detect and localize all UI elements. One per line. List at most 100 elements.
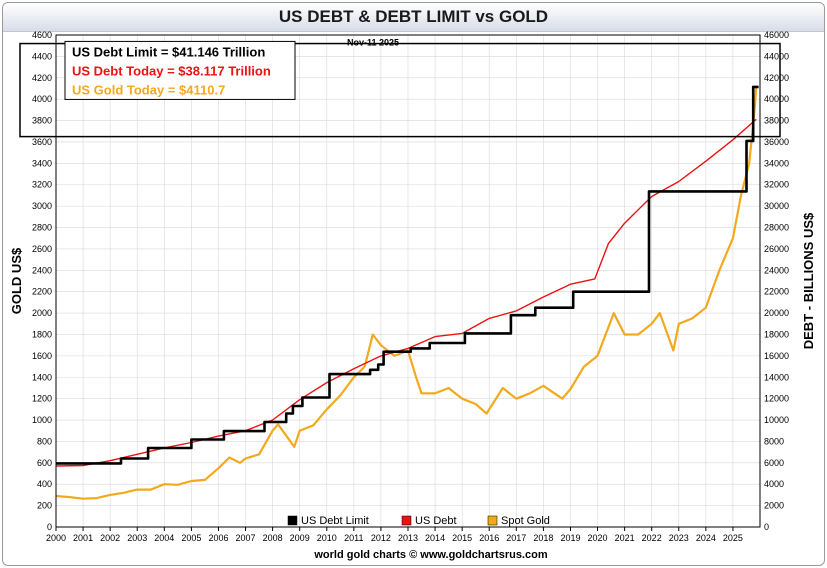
legend-swatch bbox=[401, 515, 412, 526]
legend: US Debt Limit US Debt Spot Gold bbox=[287, 515, 550, 527]
y-tick-right: 30000 bbox=[764, 201, 789, 211]
x-tick-label: 2025 bbox=[723, 533, 743, 543]
legend-label: US Debt Limit bbox=[301, 515, 369, 527]
y-tick-right: 16000 bbox=[764, 351, 789, 361]
info-lines: US Debt Limit = $41.146 Trillion US Debt … bbox=[72, 44, 271, 97]
series-line-us-debt-limit bbox=[56, 85, 759, 465]
legend-label: Spot Gold bbox=[501, 515, 550, 527]
y-tick-right: 20000 bbox=[764, 308, 789, 318]
x-tick-label: 2008 bbox=[263, 533, 283, 543]
series-layer bbox=[55, 85, 759, 500]
x-tick-label: 2010 bbox=[317, 533, 337, 543]
info-box-inner bbox=[64, 40, 296, 100]
x-tick-label: 2018 bbox=[533, 533, 553, 543]
x-tick-label: 2004 bbox=[154, 533, 174, 543]
x-tick-label: 2016 bbox=[479, 533, 499, 543]
series-line-us-debt bbox=[55, 118, 757, 467]
y-tick-left: 1200 bbox=[32, 394, 52, 404]
y-tick-right: 34000 bbox=[764, 158, 789, 168]
info-line: US Debt Today = $38.117 Trillion bbox=[72, 63, 271, 78]
legend-label: US Debt bbox=[415, 515, 457, 527]
y-tick-left: 1000 bbox=[32, 415, 52, 425]
x-tick-label: 2020 bbox=[588, 533, 608, 543]
y-tick-right: 10000 bbox=[764, 415, 789, 425]
x-tick-label: 2005 bbox=[181, 533, 201, 543]
y-tick-right: 18000 bbox=[764, 329, 789, 339]
y-tick-left: 2000 bbox=[32, 308, 52, 318]
x-axis-ticks: 2000 2001 2002 2003 2004 2005 2006 2007 2008 2009… bbox=[46, 527, 743, 543]
y-tick-left: 3400 bbox=[32, 158, 52, 168]
y-tick-right: 6000 bbox=[764, 458, 784, 468]
y-tick-left: 200 bbox=[37, 501, 52, 511]
title-bar: US DEBT & DEBT LIMIT vs GOLD bbox=[3, 3, 824, 32]
y-tick-right: 36000 bbox=[764, 137, 789, 147]
y-tick-right: 40000 bbox=[764, 94, 789, 104]
y-tick-right: 4000 bbox=[764, 479, 784, 489]
legend-swatch bbox=[287, 515, 298, 526]
x-tick-label: 2014 bbox=[425, 533, 445, 543]
x-tick-label: 2009 bbox=[290, 533, 310, 543]
date-label: Nov-11 2025 bbox=[347, 38, 399, 48]
y-tick-right: 14000 bbox=[764, 372, 789, 382]
info-box bbox=[19, 42, 781, 138]
info-line: US Debt Limit = $41.146 Trillion bbox=[72, 44, 265, 59]
x-tick-label: 2019 bbox=[560, 533, 580, 543]
y-tick-left: 800 bbox=[37, 436, 52, 446]
legend-swatch bbox=[487, 515, 498, 526]
x-tick-label: 2015 bbox=[452, 533, 472, 543]
x-tick-label: 2003 bbox=[127, 533, 147, 543]
y-tick-left: 600 bbox=[37, 458, 52, 468]
x-tick-label: 2024 bbox=[696, 533, 716, 543]
y-tick-left: 0 bbox=[47, 522, 52, 532]
y-tick-left: 2600 bbox=[32, 244, 52, 254]
y-tick-left: 3600 bbox=[32, 137, 52, 147]
y-tick-left: 1800 bbox=[32, 329, 52, 339]
y-tick-left: 1400 bbox=[32, 372, 52, 382]
x-tick-label: 2013 bbox=[398, 533, 418, 543]
y-axis-label-right: DEBT - BILLIONS US$ bbox=[801, 212, 816, 349]
y-axis-label-left: GOLD US$ bbox=[9, 247, 24, 314]
y-tick-right: 42000 bbox=[764, 73, 789, 83]
x-tick-label: 2011 bbox=[344, 533, 363, 543]
y-tick-right: 28000 bbox=[764, 223, 789, 233]
series-line-spot-gold bbox=[55, 87, 758, 500]
y-tick-left: 2200 bbox=[32, 287, 52, 297]
y-tick-left: 400 bbox=[37, 479, 52, 489]
y-tick-left: 4400 bbox=[32, 51, 52, 61]
x-tick-label: 2002 bbox=[100, 533, 120, 543]
grid-lines bbox=[55, 34, 760, 528]
info-line: US Gold Today = $4110.7 bbox=[72, 82, 225, 97]
x-tick-label: 2017 bbox=[506, 533, 526, 543]
y-tick-right: 8000 bbox=[764, 436, 784, 446]
y-tick-left: 2800 bbox=[32, 223, 52, 233]
y-tick-left: 4200 bbox=[32, 73, 52, 83]
y-tick-left: 3200 bbox=[32, 180, 52, 190]
right-axis-ticks: 0 2000 4000 6000 8000 10000 12000 14000 16000 180… bbox=[764, 30, 789, 532]
y-tick-left: 3800 bbox=[32, 116, 52, 126]
chart-title: US DEBT & DEBT LIMIT vs GOLD bbox=[278, 7, 549, 26]
chart-svg: 0 200 400 600 800 1000 1200 1400 1600 1800 2000 220… bbox=[9, 30, 816, 561]
y-tick-left: 3000 bbox=[32, 201, 52, 211]
y-tick-right: 24000 bbox=[764, 265, 789, 275]
x-tick-label: 2023 bbox=[669, 533, 689, 543]
x-tick-label: 2007 bbox=[236, 533, 256, 543]
y-tick-right: 2000 bbox=[764, 501, 784, 511]
x-tick-label: 2022 bbox=[642, 533, 662, 543]
x-tick-label: 2012 bbox=[371, 533, 391, 543]
y-tick-right: 38000 bbox=[764, 116, 789, 126]
y-tick-left: 4600 bbox=[32, 30, 52, 40]
source-credit: world gold charts © www.goldchartsrus.co… bbox=[313, 549, 547, 561]
left-axis-ticks: 0 200 400 600 800 1000 1200 1400 1600 1800 2000 220… bbox=[32, 30, 52, 532]
y-tick-left: 1600 bbox=[32, 351, 52, 361]
x-tick-label: 2021 bbox=[615, 533, 635, 543]
y-tick-left: 2400 bbox=[32, 265, 52, 275]
y-tick-left: 4000 bbox=[32, 94, 52, 104]
y-tick-right: 12000 bbox=[764, 394, 789, 404]
y-tick-right: 26000 bbox=[764, 244, 789, 254]
y-tick-right: 22000 bbox=[764, 287, 789, 297]
x-tick-label: 2001 bbox=[73, 533, 93, 543]
y-tick-right: 46000 bbox=[764, 30, 789, 40]
y-tick-right: 44000 bbox=[764, 51, 789, 61]
x-tick-label: 2006 bbox=[208, 533, 228, 543]
